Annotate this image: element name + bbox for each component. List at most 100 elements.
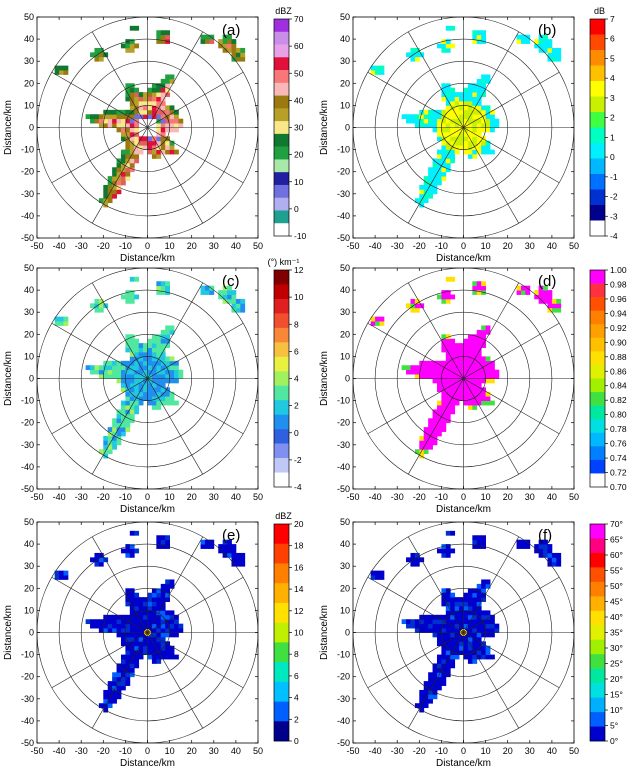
echo-cell — [165, 325, 170, 331]
echo-cell — [235, 56, 241, 62]
echo-cell — [165, 78, 170, 84]
x-tick-label: 10 — [481, 492, 491, 502]
echo-cell — [432, 623, 438, 629]
echo-cell — [476, 605, 482, 611]
echo-cell — [481, 360, 486, 366]
echo-cell — [476, 34, 482, 40]
echo-cell — [160, 605, 166, 611]
echo-cell — [129, 544, 135, 549]
echo-cell — [459, 382, 464, 388]
echo-cell — [107, 369, 113, 375]
echo-cell — [227, 544, 232, 549]
echo-cell — [125, 672, 131, 678]
echo-cell — [94, 47, 100, 53]
echo-cell — [134, 400, 140, 406]
echo-cell — [551, 557, 557, 563]
echo-cell — [441, 92, 447, 97]
echo-cell — [450, 92, 456, 97]
echo-cell — [436, 360, 442, 366]
echo-cell — [516, 39, 522, 44]
echo-cell — [222, 290, 228, 295]
echo-cell — [432, 413, 438, 419]
x-tick-label: -10 — [435, 492, 448, 502]
radial-line — [463, 127, 520, 224]
echo-cell — [169, 378, 175, 384]
echo-cell — [116, 176, 122, 181]
echo-cell — [116, 109, 122, 115]
echo-cell — [441, 676, 447, 682]
echo-cell — [436, 171, 442, 177]
colorbar-swatch — [274, 197, 289, 211]
echo-cell — [450, 360, 456, 366]
echo-cell — [151, 365, 157, 371]
echo-cell — [467, 378, 473, 384]
echo-cell — [445, 400, 451, 406]
echo-cell — [125, 47, 131, 53]
x-tick-label: 0 — [461, 241, 466, 251]
colorbar-tick-label: 60° — [610, 550, 623, 560]
y-tick-label: -40 — [21, 716, 34, 726]
echo-cell — [485, 356, 491, 362]
colorbar: 70°65°60°55°50°45°40°35°30°25°20°15°10°5… — [589, 519, 623, 746]
colorbar-tick-label: 0.84 — [610, 381, 627, 391]
echo-cell — [485, 374, 491, 379]
echo-cell — [138, 351, 144, 357]
radial-line — [407, 31, 464, 128]
echo-cell — [94, 114, 100, 120]
polar-grid — [37, 268, 258, 489]
echo-cell — [423, 449, 429, 455]
echo-cell — [419, 698, 425, 704]
echo-cell — [490, 628, 495, 633]
echo-cell — [160, 329, 166, 335]
echo-cell — [436, 158, 442, 164]
echo-cell — [165, 535, 170, 541]
echo-cell — [98, 114, 104, 120]
echo-cell — [90, 623, 95, 629]
echo-cell — [151, 650, 157, 655]
echo-cell — [120, 431, 126, 437]
echo-cell — [481, 109, 486, 115]
echo-cell — [147, 369, 153, 375]
echo-cell — [481, 369, 486, 375]
echo-cell — [472, 360, 478, 366]
echo-cell — [156, 281, 162, 287]
echo-cell — [147, 343, 153, 348]
echo-cell — [134, 360, 140, 366]
echo-cell — [445, 405, 451, 410]
echo-cell — [147, 347, 153, 353]
echo-cell — [174, 109, 179, 115]
echo-cell — [151, 614, 157, 620]
echo-cell — [476, 374, 482, 379]
echo-cell — [476, 338, 482, 344]
echo-cell — [428, 698, 433, 704]
echo-cell — [169, 118, 175, 124]
colorbar-unit: dBZ — [275, 511, 292, 521]
echo-cell — [227, 290, 232, 295]
echo-cell — [54, 321, 60, 326]
echo-cell — [169, 109, 175, 115]
echo-cell — [472, 405, 478, 410]
echo-cell — [129, 154, 135, 159]
echo-cell — [476, 329, 482, 335]
echo-cell — [120, 123, 126, 128]
echo-cell — [534, 43, 540, 49]
y-tick-label: 10 — [340, 100, 350, 110]
echo-cell — [138, 396, 144, 401]
colorbar-tick-label: 0 — [294, 428, 299, 438]
echo-cell — [156, 334, 162, 340]
echo-cell — [147, 610, 153, 616]
echo-cell — [218, 39, 224, 44]
colorbar-tick-label: 0° — [610, 736, 618, 746]
echo-cell — [138, 356, 144, 362]
echo-cell — [467, 623, 473, 629]
y-tick-label: -40 — [21, 462, 34, 472]
colorbar-tick-label: 14 — [294, 584, 304, 594]
colorbar-swatch — [274, 172, 289, 186]
echo-cell — [112, 614, 117, 620]
echo-cell — [112, 623, 117, 629]
echo-cell — [120, 614, 126, 620]
echo-cell — [472, 597, 478, 602]
echo-cell — [441, 127, 447, 133]
y-tick-label: 30 — [24, 307, 34, 317]
